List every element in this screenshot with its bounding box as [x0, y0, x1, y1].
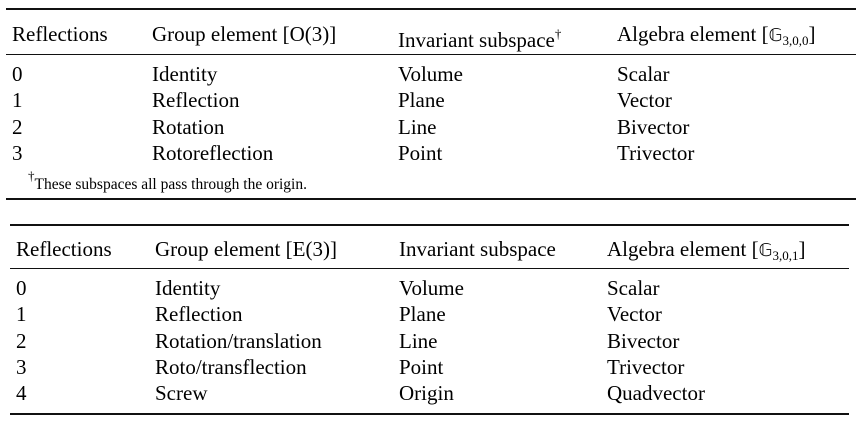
bottom-rule [6, 198, 856, 200]
cell-algebra: Quadvector [607, 381, 705, 405]
cell-subspace: Line [399, 329, 438, 353]
cell-reflections: 3 [12, 141, 23, 165]
cell-subspace: Plane [398, 88, 445, 112]
header-reflections: Reflections [16, 237, 112, 261]
cell-subspace: Volume [398, 62, 463, 86]
cell-algebra: Trivector [607, 355, 685, 379]
cell-algebra: Bivector [607, 329, 680, 353]
cell-group: Rotation/translation [155, 329, 322, 353]
cell-reflections: 3 [16, 355, 27, 379]
header-reflections: Reflections [12, 22, 108, 46]
cell-group: Screw [155, 381, 208, 405]
header-group-element: Group element [E(3)] [155, 237, 337, 261]
cell-group: Identity [152, 62, 218, 86]
top-rule [10, 224, 849, 226]
footnote: †These subspaces all pass through the or… [28, 168, 307, 193]
header-rule [6, 54, 856, 55]
header-algebra-element: Algebra element [𝔾3,0,0] [617, 22, 816, 48]
cell-reflections: 0 [12, 62, 23, 86]
cell-group: Rotation [152, 115, 225, 139]
cell-subspace: Origin [399, 381, 454, 405]
cell-group: Roto/transflection [155, 355, 307, 379]
cell-algebra: Trivector [617, 141, 695, 165]
dagger-mark: † [28, 168, 35, 183]
cell-reflections: 1 [12, 88, 23, 112]
cell-group: Reflection [152, 88, 240, 112]
header-group-element: Group element [O(3)] [152, 22, 337, 46]
header-invariant-subspace: Invariant subspace [399, 237, 556, 261]
cell-algebra: Bivector [617, 115, 690, 139]
cell-reflections: 2 [12, 115, 23, 139]
cell-group: Reflection [155, 302, 243, 326]
header-rule [10, 268, 849, 269]
cell-subspace: Plane [399, 302, 446, 326]
cell-reflections: 4 [16, 381, 27, 405]
top-rule [6, 8, 856, 10]
header-invariant-subspace: Invariant subspace† [398, 26, 562, 52]
bottom-rule [10, 413, 849, 415]
cell-group: Identity [155, 276, 221, 300]
cell-algebra: Vector [617, 88, 672, 112]
header-algebra-element: Algebra element [𝔾3,0,1] [607, 237, 806, 263]
cell-subspace: Point [399, 355, 444, 379]
dagger-mark: † [554, 26, 562, 41]
cell-algebra: Vector [607, 302, 662, 326]
cell-reflections: 1 [16, 302, 27, 326]
cell-algebra: Scalar [617, 62, 670, 86]
table-o3: Reflections Group element [O(3)] Invaria… [0, 0, 862, 200]
cell-group: Rotoreflection [152, 141, 274, 165]
cell-subspace: Volume [399, 276, 464, 300]
cell-reflections: 2 [16, 329, 27, 353]
cell-algebra: Scalar [607, 276, 660, 300]
cell-subspace: Point [398, 141, 443, 165]
cell-subspace: Line [398, 115, 437, 139]
cell-reflections: 0 [16, 276, 27, 300]
